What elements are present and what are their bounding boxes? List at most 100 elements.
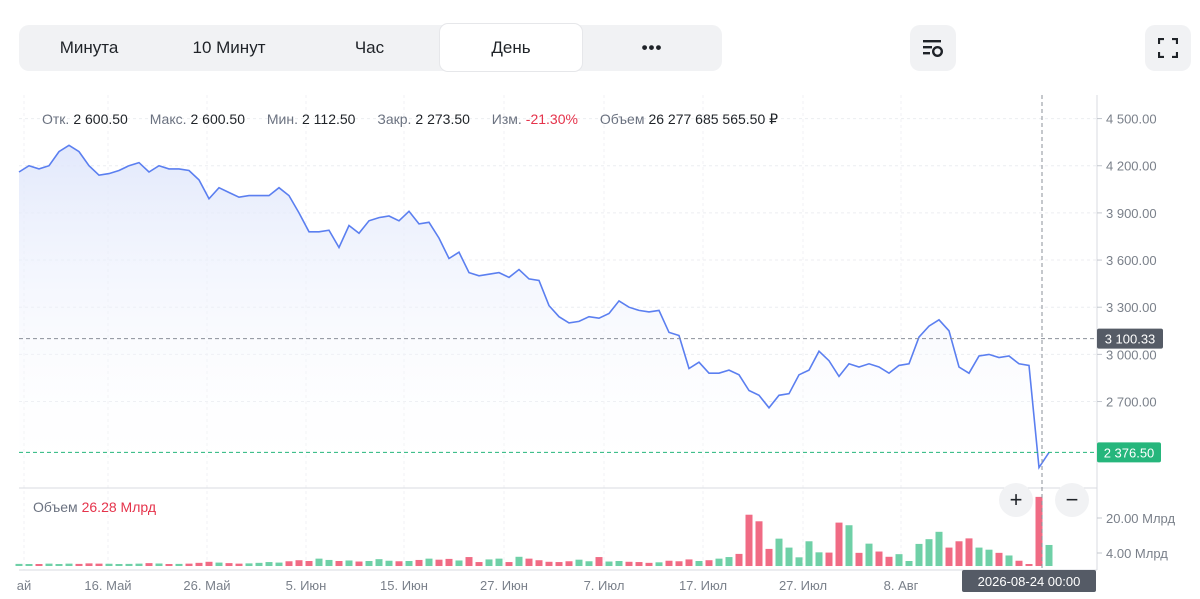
low-label: Мин. bbox=[266, 111, 298, 127]
volume-bar bbox=[55, 564, 63, 566]
price-area-fill bbox=[19, 145, 1049, 489]
volume-bar bbox=[605, 561, 613, 566]
time-tick-label: 8. Авг bbox=[884, 578, 919, 593]
volume-bar bbox=[875, 551, 883, 566]
open-label: Отк. bbox=[42, 111, 70, 127]
volume-bar bbox=[525, 558, 533, 566]
volume-bar bbox=[645, 562, 653, 566]
volume-bar bbox=[355, 561, 363, 566]
volume-bar bbox=[265, 562, 273, 566]
volume-panel-title: Объем bbox=[33, 499, 78, 515]
time-tick-label: ай bbox=[17, 578, 32, 593]
crosshair-time-text: 2026-08-24 00:00 bbox=[978, 574, 1081, 589]
volume-bar bbox=[805, 541, 813, 566]
open-value: 2 600.50 bbox=[73, 111, 128, 127]
volume-bar bbox=[475, 562, 483, 566]
volume-bar bbox=[835, 522, 843, 566]
price-tick-label: 4 200.00 bbox=[1106, 159, 1157, 174]
volume-value: 26 277 685 565.50 ₽ bbox=[648, 111, 779, 127]
volume-bar bbox=[945, 547, 953, 566]
volume-bar bbox=[325, 559, 333, 566]
high-label: Макс. bbox=[149, 111, 187, 127]
change-label: Изм. bbox=[491, 111, 522, 127]
price-tick-label: 2 700.00 bbox=[1106, 395, 1157, 410]
volume-bar bbox=[1045, 544, 1053, 566]
close-value: 2 273.50 bbox=[415, 111, 470, 127]
crosshair-time-badge bbox=[962, 570, 1096, 592]
volume-bar bbox=[345, 560, 353, 566]
volume-bar bbox=[595, 557, 603, 566]
volume-bar bbox=[135, 563, 143, 566]
time-axis-ticks: ай 16. Май 26. Май 5. Июн 15. Июн 27. Июн 7. И… bbox=[17, 569, 1097, 593]
volume-bar bbox=[255, 562, 263, 566]
tab-10-minutes[interactable]: 10 Минут bbox=[192, 38, 266, 57]
volume-bar bbox=[405, 561, 413, 566]
volume-bar bbox=[145, 563, 153, 566]
time-tick-label: 16. Май bbox=[84, 578, 131, 593]
volume-bar bbox=[675, 561, 683, 566]
volume-tick-label: 20.00 Млрд bbox=[1106, 511, 1175, 526]
volume-bar bbox=[85, 563, 93, 566]
volume-bar bbox=[685, 559, 693, 566]
volume-bar bbox=[495, 558, 503, 566]
price-tick-label: 3 000.00 bbox=[1106, 347, 1157, 362]
volume-bar bbox=[695, 561, 703, 566]
change-value: -21.30% bbox=[525, 111, 578, 127]
volume-bar bbox=[1005, 555, 1013, 566]
volume-bar bbox=[115, 564, 123, 566]
price-tick-label: 3 900.00 bbox=[1106, 206, 1157, 221]
tab-hour[interactable]: Час bbox=[354, 38, 385, 57]
volume-bar bbox=[705, 560, 713, 566]
volume-bar bbox=[825, 552, 833, 566]
volume-bar bbox=[195, 562, 203, 566]
time-tick-label: 15. Июн bbox=[380, 578, 428, 593]
volume-bar bbox=[625, 561, 633, 566]
volume-bar bbox=[795, 557, 803, 566]
volume-bar bbox=[1035, 496, 1043, 566]
volume-bar bbox=[535, 560, 543, 566]
volume-bar bbox=[955, 541, 963, 566]
price-tick-label: 4 500.00 bbox=[1106, 112, 1157, 127]
time-tick-label: 7. Июл bbox=[584, 578, 625, 593]
close-label: Закр. bbox=[377, 111, 412, 127]
price-tick-label: 3 300.00 bbox=[1106, 300, 1157, 315]
volume-panel-label: Объем 26.28 Млрд bbox=[33, 499, 156, 515]
volume-bar bbox=[665, 560, 673, 566]
zoom-out-button[interactable]: − bbox=[1055, 483, 1089, 517]
volume-bar bbox=[975, 547, 983, 566]
volume-bar bbox=[385, 560, 393, 566]
volume-bars bbox=[15, 496, 1053, 566]
chart-settings-button[interactable] bbox=[910, 25, 956, 71]
tab-day[interactable]: День bbox=[440, 24, 582, 71]
volume-bar bbox=[425, 558, 433, 566]
crosshair-price-text: 3 100.33 bbox=[1105, 332, 1156, 347]
volume-bar bbox=[375, 559, 383, 566]
volume-bar bbox=[445, 558, 453, 566]
volume-bar bbox=[655, 562, 663, 566]
volume-bar bbox=[865, 543, 873, 566]
volume-bar bbox=[815, 552, 823, 566]
volume-bar bbox=[545, 561, 553, 566]
fullscreen-icon bbox=[1158, 38, 1178, 58]
volume-bar bbox=[295, 560, 303, 566]
tab-more[interactable]: ••• bbox=[641, 38, 663, 57]
volume-bar bbox=[75, 563, 83, 566]
time-tick-label: 17. Июл bbox=[679, 578, 727, 593]
volume-bar bbox=[635, 562, 643, 566]
fullscreen-button[interactable] bbox=[1145, 25, 1191, 71]
volume-bar bbox=[395, 561, 403, 566]
last-price-badge bbox=[1097, 442, 1161, 463]
tab-minute[interactable]: Минута bbox=[59, 38, 119, 57]
volume-bar bbox=[585, 561, 593, 566]
time-tick-label: 26. Май bbox=[183, 578, 230, 593]
volume-bar bbox=[1015, 560, 1023, 566]
volume-bar bbox=[715, 558, 723, 566]
volume-bar bbox=[455, 560, 463, 566]
volume-bar bbox=[485, 559, 493, 566]
zoom-in-button[interactable]: + bbox=[999, 483, 1033, 517]
volume-bar bbox=[465, 557, 473, 566]
volume-panel-value: 26.28 Млрд bbox=[81, 499, 156, 515]
volume-bar bbox=[45, 563, 53, 566]
volume-bar bbox=[925, 539, 933, 566]
